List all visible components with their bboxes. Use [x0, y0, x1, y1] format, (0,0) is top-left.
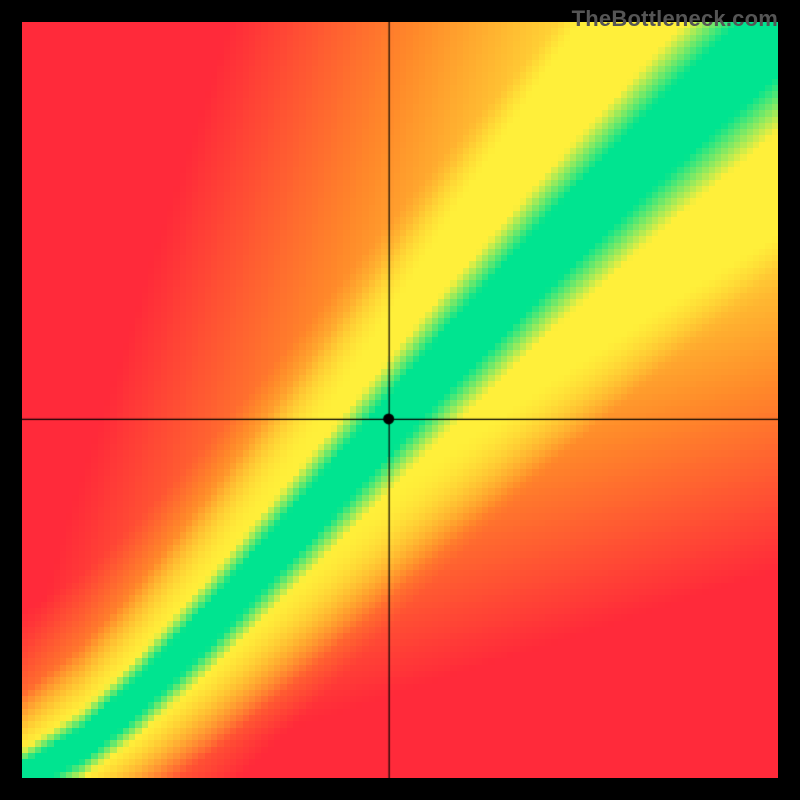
bottleneck-heatmap: [22, 22, 778, 778]
chart-container: { "watermark": { "text": "TheBottleneck.…: [0, 0, 800, 800]
watermark-text: TheBottleneck.com: [572, 6, 778, 32]
